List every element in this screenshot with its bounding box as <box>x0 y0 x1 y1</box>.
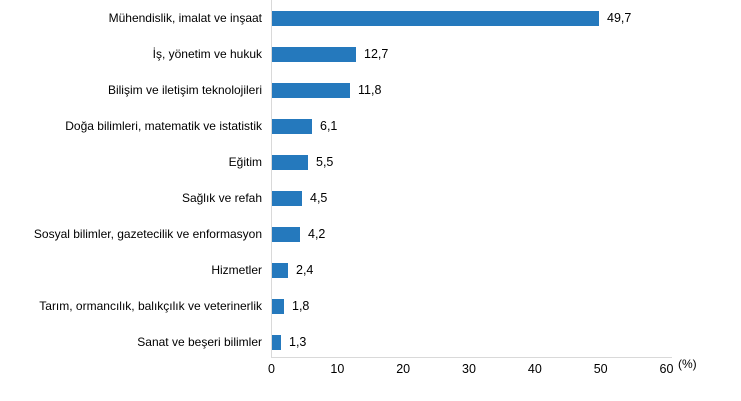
category-label: Bilişim ve iletişim teknolojileri <box>107 83 262 97</box>
x-axis-tick-label: 10 <box>330 362 345 376</box>
bar <box>272 191 302 206</box>
category-label: Mühendislik, imalat ve inşaat <box>108 11 262 25</box>
x-axis-tick-label: 20 <box>396 362 411 376</box>
bar <box>272 119 312 134</box>
value-label: 1,3 <box>289 335 307 349</box>
bar <box>272 11 599 26</box>
x-axis-tick-label: 60 <box>659 362 674 376</box>
bar <box>272 335 281 350</box>
x-axis-tick-label: 0 <box>268 362 275 376</box>
category-label: Sanat ve beşeri bilimler <box>137 335 262 349</box>
category-label: Sosyal bilimler, gazetecilik ve enformas… <box>33 227 262 241</box>
category-label: Eğitim <box>228 155 262 169</box>
bar <box>272 263 288 278</box>
category-label: Tarım, ormancılık, balıkçılık ve veterin… <box>39 299 262 313</box>
bar <box>272 299 284 314</box>
bar <box>272 47 356 62</box>
value-label: 4,5 <box>310 191 328 205</box>
value-label: 1,8 <box>292 299 310 313</box>
bar <box>272 83 350 98</box>
value-label: 4,2 <box>308 227 326 241</box>
x-axis-tick-label: 30 <box>462 362 476 376</box>
x-axis-tick-label: 50 <box>593 362 608 376</box>
value-label: 6,1 <box>320 119 338 133</box>
bar <box>272 155 308 170</box>
value-label: 2,4 <box>296 263 314 277</box>
category-label: Hizmetler <box>211 263 262 277</box>
x-axis-unit-label: (%) <box>678 357 697 371</box>
category-label: İş, yönetim ve hukuk <box>152 47 262 61</box>
x-axis-tick-label: 40 <box>527 362 542 376</box>
category-label: Sağlık ve refah <box>181 191 262 205</box>
value-label: 12,7 <box>364 47 389 61</box>
value-label: 49,7 <box>607 11 632 25</box>
value-label: 11,8 <box>358 83 382 97</box>
x-axis-line <box>271 357 672 358</box>
category-label: Doğa bilimleri, matematik ve istatistik <box>65 119 262 133</box>
bar <box>272 227 300 242</box>
value-label: 5,5 <box>316 155 334 169</box>
y-axis-line <box>271 0 272 357</box>
